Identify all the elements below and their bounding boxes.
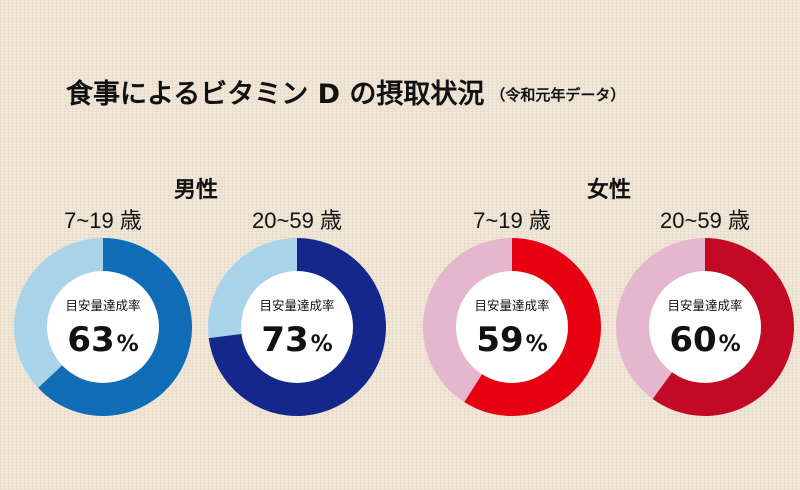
donut-hole-2 [456,271,568,383]
group-label-female: 女性 [586,178,631,203]
donut-hole-1 [241,271,353,383]
chart-title: 食事によるビタミン D の摂取状況 （令和元年データ） [66,72,625,111]
center-caption-0: 目安量達成率 [65,298,140,313]
chart-title-note: （令和元年データ） [490,86,626,104]
group-label-male: 男性 [173,178,218,203]
donut-chart-1: 目安量達成率 73% [208,238,386,417]
center-caption-3: 目安量達成率 [667,298,742,313]
age-label-female-20-59: 20~59 歳 [660,208,750,233]
chart-title-text: 食事によるビタミン D の摂取状況 [66,79,485,110]
center-caption-2: 目安量達成率 [474,298,549,313]
age-label-male-7-19: 7~19 歳 [64,208,142,233]
value-label-1: 73% [261,320,332,360]
donut-hole-0 [47,271,159,383]
center-caption-1: 目安量達成率 [259,298,334,313]
value-label-0: 63% [67,320,138,360]
age-label-female-7-19: 7~19 歳 [473,208,551,233]
donut-chart-2: 目安量達成率 59% [423,238,602,416]
donut-chart-0: 目安量達成率 63% [13,238,192,416]
donut-chart-3: 目安量達成率 60% [616,238,795,416]
value-label-2: 59% [476,320,547,360]
age-label-male-20-59: 20~59 歳 [252,208,342,233]
value-label-3: 60% [669,320,740,360]
donut-hole-3 [649,271,761,383]
